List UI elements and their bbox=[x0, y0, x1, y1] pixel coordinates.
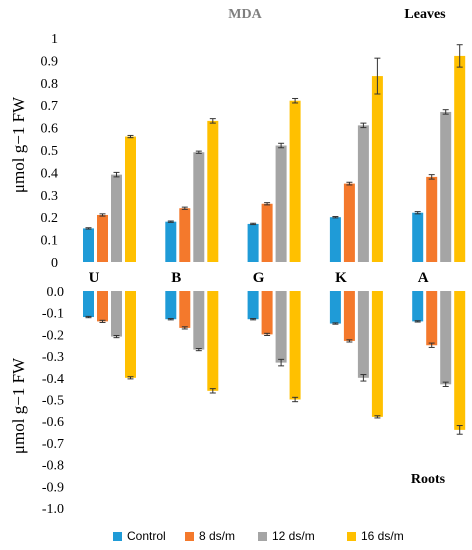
roots-bar bbox=[412, 291, 424, 322]
leaves-bar bbox=[97, 214, 108, 262]
leaves-y-tick-label: 0.4 bbox=[41, 166, 59, 181]
roots-bar bbox=[261, 291, 273, 335]
legend-item: 8 ds/m bbox=[185, 527, 235, 545]
legend-item: 12 ds/m bbox=[258, 527, 315, 545]
legend-swatch bbox=[113, 531, 122, 541]
roots-bar bbox=[125, 291, 136, 378]
leaves-bar bbox=[83, 228, 94, 262]
roots-bar bbox=[275, 291, 287, 363]
roots-bar bbox=[97, 291, 108, 322]
legend-swatch bbox=[185, 531, 194, 541]
roots-y-tick-label: -0.9 bbox=[42, 480, 64, 495]
legend-item: 16 ds/m bbox=[347, 527, 404, 545]
leaves-y-tick-label: 0.6 bbox=[41, 122, 59, 137]
leaves-y-tick-label: 0.3 bbox=[41, 189, 59, 204]
roots-y-tick-label: -0.8 bbox=[42, 459, 64, 474]
leaves-bar bbox=[329, 217, 341, 262]
roots-bar bbox=[371, 291, 383, 417]
roots-y-tick-label: -0.2 bbox=[42, 328, 64, 343]
roots-bar bbox=[165, 291, 177, 320]
roots-bar bbox=[83, 291, 94, 318]
category-label: B bbox=[171, 270, 181, 286]
roots-y-tick-label: -0.3 bbox=[42, 350, 64, 365]
roots-y-tick-label: 0.0 bbox=[47, 285, 65, 300]
leaves-y-tick-label: 0 bbox=[51, 256, 58, 271]
leaves-bar bbox=[371, 76, 383, 262]
leaves-bar bbox=[275, 145, 287, 262]
leaves-y-tick-label: 0.5 bbox=[41, 144, 59, 159]
leaves-bar bbox=[193, 152, 205, 262]
roots-y-axis-label: μmol g−1 FW bbox=[9, 357, 28, 454]
roots-bar bbox=[207, 291, 219, 391]
roots-bar bbox=[357, 291, 369, 378]
chart-legend: Control 8 ds/m 12 ds/m 16 ds/m bbox=[0, 527, 472, 545]
leaves-bar bbox=[343, 183, 355, 262]
leaves-bar bbox=[261, 203, 273, 262]
roots-bar bbox=[111, 291, 122, 337]
roots-bar bbox=[289, 291, 301, 400]
category-label: U bbox=[89, 270, 100, 286]
legend-label: 12 ds/m bbox=[272, 529, 315, 543]
leaves-bar bbox=[179, 208, 191, 262]
leaves-bar bbox=[440, 111, 452, 262]
roots-y-tick-label: -1.0 bbox=[42, 502, 64, 517]
roots-bar bbox=[247, 291, 259, 320]
chart-title: MDA bbox=[228, 7, 262, 22]
roots-bar bbox=[329, 291, 341, 324]
roots-y-tick-label: -0.6 bbox=[42, 415, 64, 430]
leaves-bar bbox=[125, 136, 136, 262]
roots-y-tick-label: -0.7 bbox=[42, 437, 64, 452]
roots-bar bbox=[343, 291, 355, 341]
leaves-bar bbox=[426, 176, 438, 262]
roots-bar bbox=[454, 291, 466, 430]
roots-bar bbox=[426, 291, 438, 346]
leaves-y-tick-label: 1 bbox=[51, 32, 58, 47]
leaves-panel-label: Leaves bbox=[404, 7, 446, 22]
leaves-bar bbox=[207, 120, 219, 262]
leaves-bar bbox=[165, 221, 177, 262]
leaves-bar bbox=[412, 212, 424, 262]
legend-swatch bbox=[258, 531, 267, 541]
leaves-y-tick-label: 0.7 bbox=[41, 99, 59, 114]
category-label: K bbox=[335, 270, 347, 286]
bars-group bbox=[83, 44, 466, 435]
roots-y-tick-label: -0.4 bbox=[42, 372, 64, 387]
roots-bar bbox=[440, 291, 452, 385]
leaves-bar bbox=[357, 125, 369, 262]
roots-bar bbox=[179, 291, 191, 328]
leaves-y-ticks: 0 0.1 0.2 0.3 0.4 0.5 0.6 0.7 0.8 0.9 1 bbox=[41, 32, 59, 271]
roots-bar bbox=[193, 291, 205, 350]
roots-panel-label: Roots bbox=[411, 472, 446, 487]
leaves-bar bbox=[247, 223, 259, 262]
leaves-y-tick-label: 0.2 bbox=[41, 211, 59, 226]
leaves-bar bbox=[454, 55, 466, 262]
legend-swatch bbox=[347, 531, 356, 541]
roots-y-tick-label: -0.1 bbox=[42, 307, 64, 322]
category-label: G bbox=[253, 270, 265, 286]
leaves-y-tick-label: 0.1 bbox=[41, 234, 59, 249]
legend-item: Control bbox=[113, 527, 166, 545]
leaves-bar bbox=[111, 174, 122, 262]
legend-label: Control bbox=[127, 529, 166, 543]
leaves-bar bbox=[289, 100, 301, 262]
category-label: A bbox=[418, 270, 429, 286]
legend-label: 16 ds/m bbox=[361, 529, 404, 543]
roots-y-ticks: 0.0 -0.1 -0.2 -0.3 -0.4 -0.5 -0.6 -0.7 -0.8 -0.9 -… bbox=[42, 285, 64, 517]
leaves-y-axis-label: μmol g−1 FW bbox=[9, 96, 28, 193]
leaves-y-tick-label: 0.9 bbox=[41, 54, 59, 69]
roots-y-tick-label: -0.5 bbox=[42, 394, 64, 409]
leaves-y-tick-label: 0.8 bbox=[41, 77, 59, 92]
legend-label: 8 ds/m bbox=[199, 529, 236, 543]
